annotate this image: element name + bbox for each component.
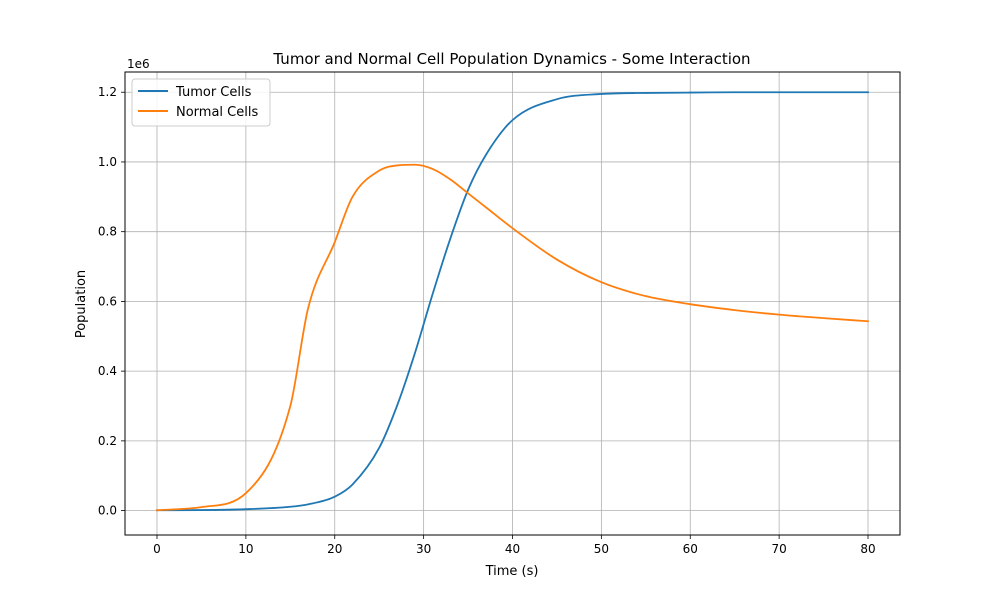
series-line-normal-cells (156, 163, 869, 512)
y-tick-label: 0.4 (98, 364, 117, 378)
y-tick-label: 0.8 (98, 225, 117, 239)
series-line-tumor-cells (156, 91, 869, 512)
y-tick-label: 1.0 (98, 155, 117, 169)
y-tick-label: 0.6 (98, 294, 117, 308)
x-tick-label: 70 (771, 542, 786, 556)
legend: Tumor Cells Normal Cells (131, 78, 271, 127)
y-tick-label: 0.2 (98, 434, 117, 448)
grid (125, 72, 900, 535)
x-axis-ticks: 0 10 20 30 40 50 60 70 80 (153, 535, 876, 556)
y-axis-label: Population (74, 270, 89, 338)
x-tick-label: 50 (594, 542, 609, 556)
x-tick-label: 40 (505, 542, 520, 556)
x-tick-label: 60 (683, 542, 698, 556)
y-axis-ticks: 0.0 0.2 0.4 0.6 0.8 1.0 1.2 (98, 85, 125, 518)
y-tick-label: 1.2 (98, 85, 117, 99)
y-axis-scale-label: 1e6 (127, 57, 150, 71)
y-tick-label: 0.0 (98, 504, 117, 518)
chart-title: Tumor and Normal Cell Population Dynamic… (272, 50, 750, 68)
x-tick-label: 20 (327, 542, 342, 556)
series-lines (156, 91, 869, 512)
x-tick-label: 0 (153, 542, 161, 556)
legend-label-normal-cells: Normal Cells (176, 105, 258, 120)
x-tick-label: 10 (238, 542, 253, 556)
legend-label-tumor-cells: Tumor Cells (175, 85, 252, 100)
x-tick-label: 80 (860, 542, 875, 556)
x-axis-label: Time (s) (485, 564, 539, 579)
x-tick-label: 30 (416, 542, 431, 556)
